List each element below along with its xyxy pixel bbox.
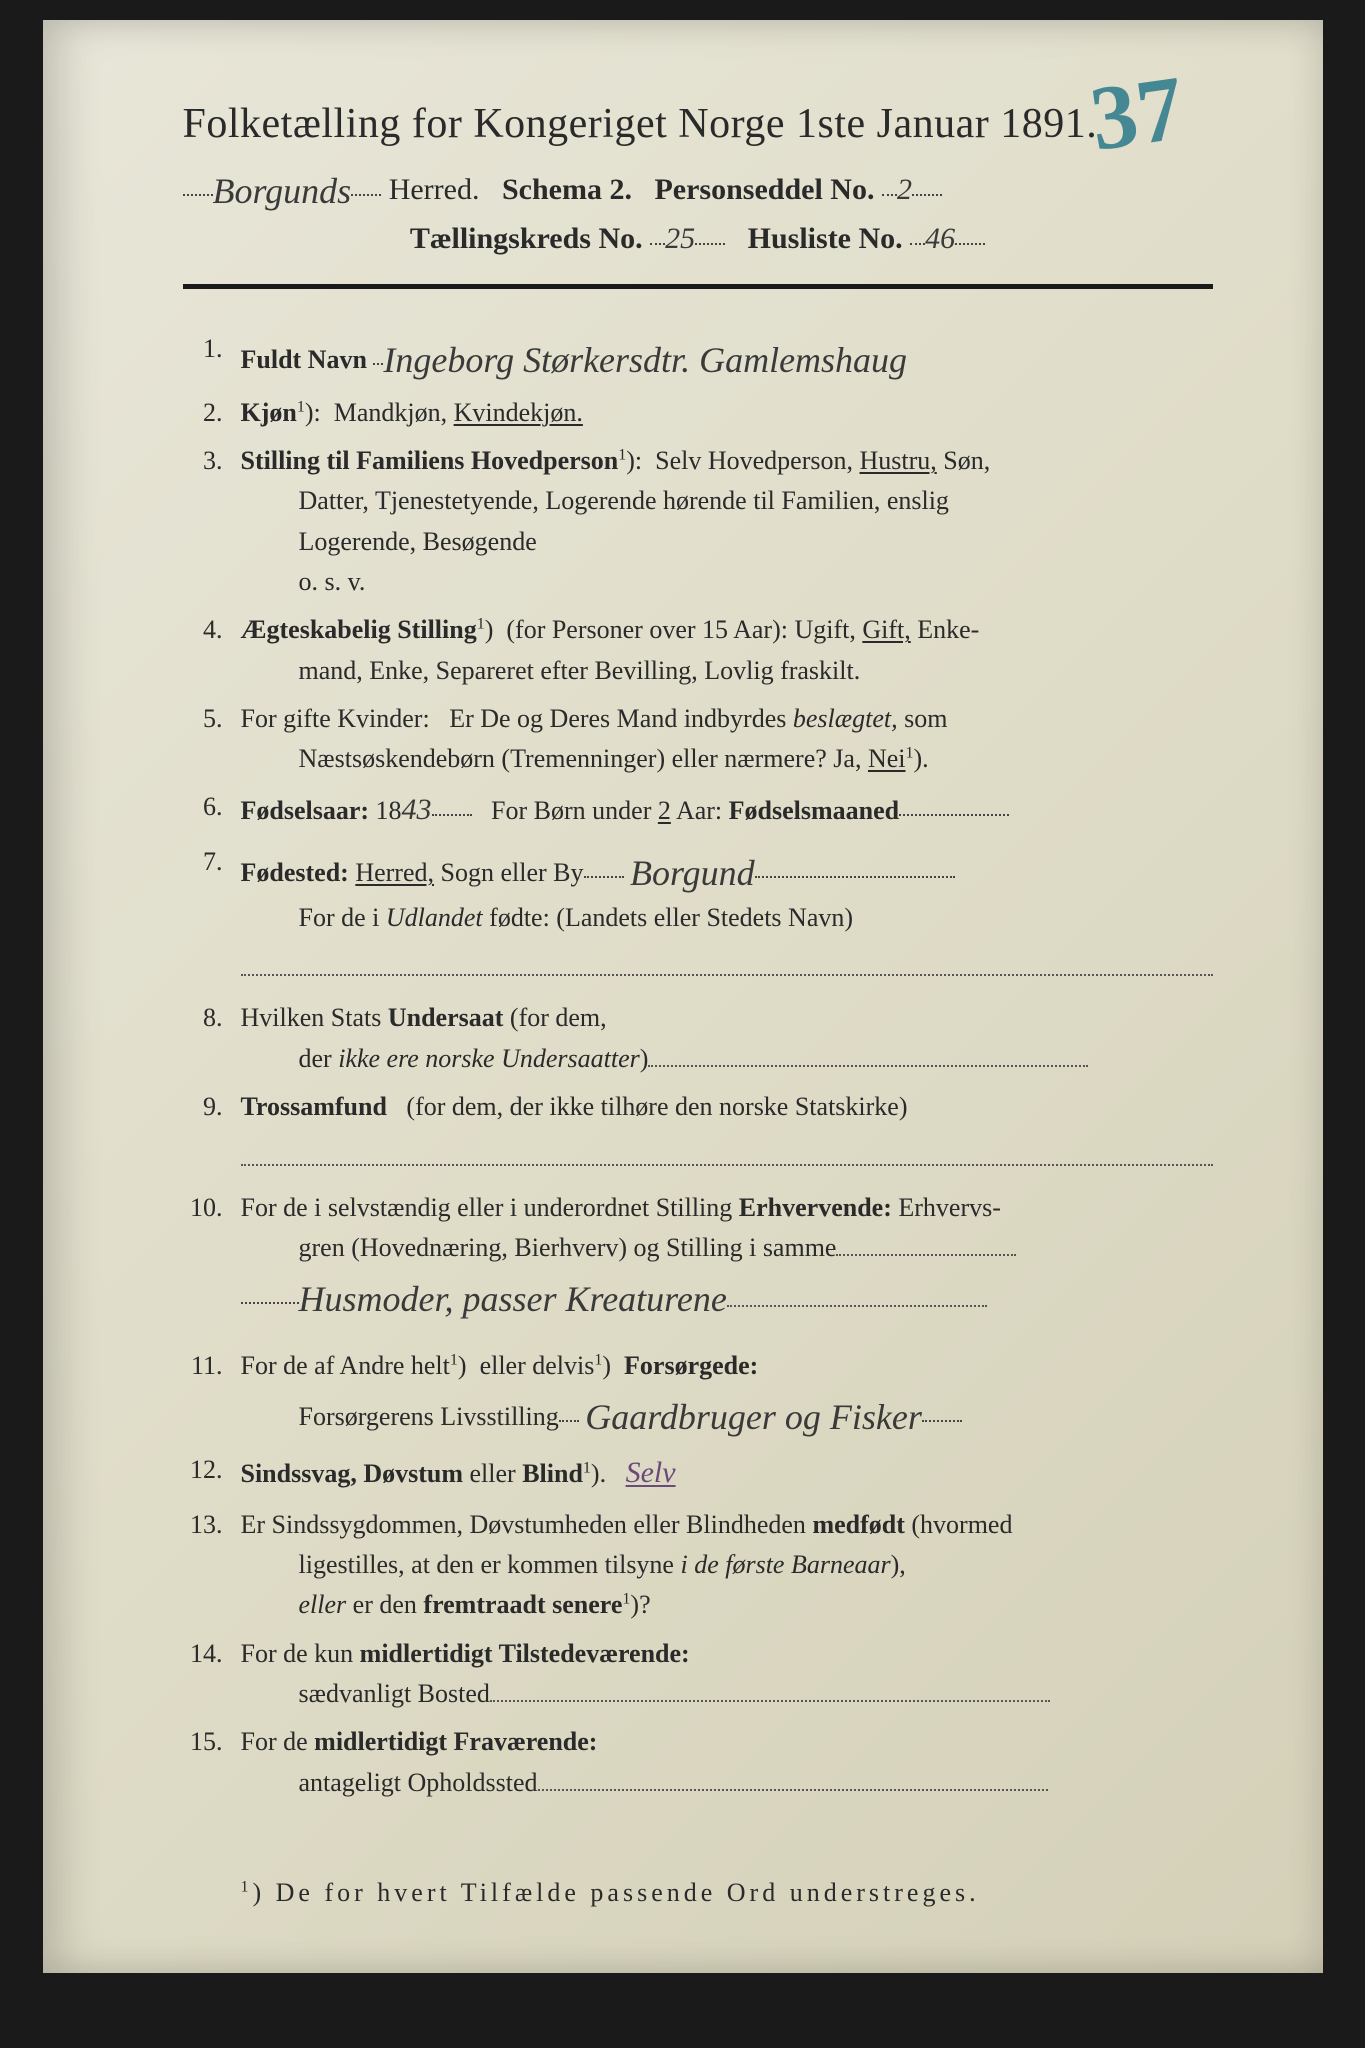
item-10: 10. For de i selvstændig eller i underor… (183, 1188, 1213, 1324)
occupation-hw: Husmoder, passer Kreaturene (299, 1279, 727, 1319)
sex-female-underlined: Kvindekjøn. (454, 398, 583, 427)
item-15: 15. For de midlertidigt Fraværende: anta… (183, 1722, 1213, 1803)
item-5: 5. For gifte Kvinder: Er De og Deres Man… (183, 699, 1213, 780)
item-13: 13. Er Sindssygdommen, Døvstumheden elle… (183, 1505, 1213, 1626)
item-num: 3. (183, 441, 241, 602)
person-no-hw: 2 (897, 173, 912, 206)
item-num: 1. (183, 329, 241, 385)
item-11: 11. For de af Andre helt1) eller delvis1… (183, 1346, 1213, 1442)
relation-underlined: Hustru, (860, 446, 937, 475)
birthplace-hw: Borgund (630, 853, 755, 893)
item-1: 1. Fuldt Navn Ingeborg Størkersdtr. Gaml… (183, 329, 1213, 385)
husliste-no-hw: 46 (925, 222, 955, 255)
provider-hw: Gaardbruger og Fisker (585, 1397, 922, 1437)
item-3: 3. Stilling til Familiens Hovedperson1):… (183, 441, 1213, 602)
item-7: 7. Fødested: Herred, Sogn eller By Borgu… (183, 842, 1213, 976)
footnote: 1) De for hvert Tilfælde passende Ord un… (183, 1873, 1213, 1913)
item-label: Fødested: (241, 858, 349, 887)
item-num: 15. (183, 1722, 241, 1803)
item-12: 12. Sindssvag, Døvstum eller Blind1). Se… (183, 1450, 1213, 1497)
item-label: Stilling til Familiens Hovedperson (241, 446, 619, 475)
item-8: 8. Hvilken Stats Undersaat (for dem, der… (183, 998, 1213, 1079)
item-num: 14. (183, 1634, 241, 1715)
item-14: 14. For de kun midlertidigt Tilstedevære… (183, 1634, 1213, 1715)
footnote-text: ) De for hvert Tilfælde passende Ord und… (253, 1878, 980, 1907)
item-num: 5. (183, 699, 241, 780)
herred-label: Herred. (389, 173, 480, 206)
item-label: Kjøn (241, 398, 297, 427)
kreds-no-hw: 25 (665, 222, 695, 255)
items-list: 1. Fuldt Navn Ingeborg Størkersdtr. Gaml… (183, 329, 1213, 1913)
item-num: 7. (183, 842, 241, 976)
herred-handwritten: Borgunds (213, 171, 352, 211)
item-num: 10. (183, 1188, 241, 1324)
header-line-2: Tællingskreds No. 25 Husliste No. 46 (183, 222, 1213, 256)
item-label: Fuldt Navn (241, 345, 367, 374)
form-title: Folketælling for Kongeriget Norge 1ste J… (183, 100, 1213, 148)
personseddel-label: Personseddel No. (654, 173, 874, 206)
item-num: 2. (183, 393, 241, 433)
disability-hw: Selv (626, 1456, 676, 1489)
header-line-1: Borgunds Herred. Schema 2. Personseddel … (183, 166, 1213, 208)
item-num: 9. (183, 1087, 241, 1166)
husliste-label: Husliste No. (748, 222, 903, 255)
related-underlined: Nei (868, 744, 906, 773)
item-num: 11. (183, 1346, 241, 1442)
item-num: 8. (183, 998, 241, 1079)
item-num: 4. (183, 610, 241, 691)
sex-male-opt: Mandkjøn, (334, 398, 447, 427)
item-4: 4. Ægteskabelig Stilling1) (for Personer… (183, 610, 1213, 691)
item-label: Fødselsaar: (241, 796, 370, 825)
kreds-label: Tællingskreds No. (410, 222, 643, 255)
schema-label: Schema 2. (502, 173, 632, 206)
item-num: 13. (183, 1505, 241, 1626)
item-num: 6. (183, 787, 241, 834)
birth-year-hw: 43 (402, 793, 432, 826)
item-6: 6. Fødselsaar: 1843 For Børn under 2 Aar… (183, 787, 1213, 834)
item-label: Ægteskabelig Stilling (241, 615, 477, 644)
item-label: Trossamfund (241, 1092, 387, 1121)
item-label: Sindssvag, Døvstum (241, 1459, 464, 1488)
divider-rule (183, 284, 1213, 289)
item-label: For gifte Kvinder: (241, 704, 430, 733)
census-form-page: 37 Folketælling for Kongeriget Norge 1st… (43, 20, 1323, 1973)
item-2: 2. Kjøn1): Mandkjøn, Kvindekjøn. (183, 393, 1213, 433)
full-name-hw: Ingeborg Størkersdtr. Gamlemshaug (383, 340, 907, 380)
item-num: 12. (183, 1450, 241, 1497)
marital-underlined: Gift, (862, 615, 910, 644)
item-9: 9. Trossamfund (for dem, der ikke tilhør… (183, 1087, 1213, 1166)
page-annotation-number: 37 (1084, 54, 1190, 172)
